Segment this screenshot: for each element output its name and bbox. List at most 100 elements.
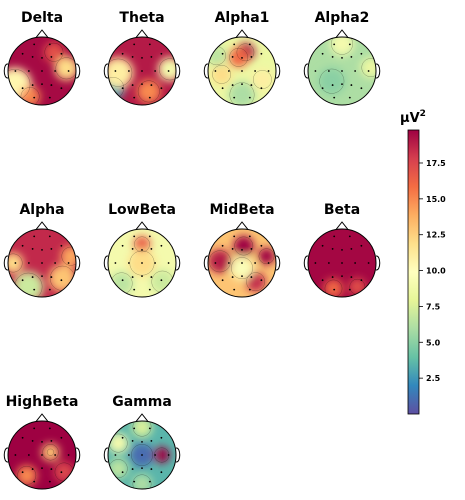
topomap-power-region	[60, 246, 76, 267]
electrode-marker	[54, 262, 57, 264]
electrode-marker	[31, 56, 34, 58]
electrode-marker	[133, 427, 136, 430]
electrode-marker	[121, 244, 124, 247]
colorbar-tick-label: 15.0	[426, 195, 446, 204]
topomap-power-region	[16, 465, 37, 486]
left-ear-outline	[303, 255, 309, 271]
electrode-marker	[250, 56, 253, 58]
head-outline	[207, 228, 277, 298]
electrode-marker	[50, 84, 53, 86]
topomap-power-region	[43, 42, 65, 63]
electrode-marker	[133, 96, 136, 99]
topomap-contour	[246, 272, 266, 292]
topomap-title: Alpha1	[215, 10, 270, 26]
electrode-marker	[321, 52, 324, 55]
electrode-marker	[141, 275, 143, 278]
electrode-marker	[360, 52, 363, 55]
electrode-marker	[321, 87, 324, 90]
topomap-contour	[229, 82, 255, 105]
electrode-marker	[133, 288, 136, 291]
left-ear-outline	[3, 447, 9, 463]
right-ear-outline	[75, 255, 81, 271]
topomap-title: Theta	[119, 10, 164, 26]
head-outline	[107, 36, 177, 106]
electrode-marker	[60, 279, 63, 282]
electrode-marker	[141, 56, 143, 59]
electrode-marker	[121, 52, 124, 55]
electrode-marker	[241, 56, 243, 59]
electrode-marker	[241, 83, 243, 86]
electrode-marker	[48, 96, 51, 99]
colorbar-tick-label: 10.0	[426, 267, 446, 276]
electrode-marker	[248, 43, 251, 46]
electrode-marker	[60, 52, 63, 55]
electrode-marker	[48, 235, 51, 238]
electrode-marker	[350, 248, 353, 250]
left-ear-outline	[103, 63, 109, 79]
electrode-marker	[33, 288, 36, 291]
head-outline	[7, 228, 77, 298]
electrode-marker	[141, 440, 143, 443]
topomap-theta: Theta	[103, 10, 181, 106]
electrode-marker	[54, 454, 57, 456]
electrode-marker	[60, 244, 63, 247]
topomap-contour	[137, 80, 160, 103]
electrode-marker	[141, 70, 143, 72]
colorbar-unit-label: µV2	[400, 109, 426, 126]
electrode-marker	[254, 262, 257, 264]
topomap-contour	[17, 465, 37, 485]
electrode-marker	[133, 235, 136, 238]
left-ear-outline	[3, 63, 9, 79]
electrode-marker	[360, 244, 363, 247]
electrode-marker	[33, 43, 36, 46]
topomap-contour	[132, 421, 152, 437]
topomap-contour	[55, 57, 76, 80]
electrode-marker	[41, 440, 43, 443]
electrode-marker	[267, 262, 270, 264]
left-ear-outline	[103, 447, 109, 463]
electrode-marker	[248, 235, 251, 238]
electrode-marker	[27, 70, 30, 72]
electrode-marker	[33, 480, 36, 483]
electrode-marker	[160, 436, 163, 439]
electrode-marker	[367, 262, 370, 264]
electrode-marker	[121, 471, 124, 474]
topomap-power-region	[131, 421, 153, 438]
head-outline	[107, 228, 177, 298]
topomap-title: LowBeta	[108, 202, 176, 218]
head-outline	[7, 420, 77, 490]
electrode-marker	[60, 87, 63, 90]
electrode-marker	[341, 262, 343, 264]
electrode-marker	[50, 468, 53, 470]
topomap-power-region	[108, 57, 134, 88]
electrode-marker	[141, 454, 143, 456]
topomap-power-region	[257, 247, 275, 265]
electrode-marker	[360, 279, 363, 282]
electrode-marker	[67, 262, 70, 264]
electrode-marker	[167, 454, 170, 456]
electrode-marker	[67, 454, 70, 456]
topomap-highbeta: HighBeta	[3, 394, 81, 490]
electrode-marker	[331, 276, 334, 278]
right-ear-outline	[175, 255, 181, 271]
electrode-marker	[160, 244, 163, 247]
electrode-marker	[260, 52, 263, 55]
electrode-marker	[21, 279, 24, 282]
topomap-title: Beta	[324, 202, 360, 218]
left-ear-outline	[303, 63, 309, 79]
electrode-marker	[341, 248, 343, 251]
electrode-marker	[227, 262, 230, 264]
electrode-marker	[114, 70, 117, 72]
electrode-marker	[133, 480, 136, 483]
topomap-power-region	[136, 79, 161, 104]
head-outline	[307, 36, 377, 106]
electrode-marker	[154, 262, 157, 264]
topomap-contour	[236, 43, 255, 62]
topomap-field	[308, 37, 376, 105]
colorbar-gradient	[407, 129, 420, 415]
electrode-marker	[127, 262, 130, 264]
topomap-gamma: Gamma	[103, 394, 181, 490]
electrode-marker	[327, 70, 330, 72]
electrode-marker	[133, 43, 136, 46]
electrode-marker	[150, 440, 153, 442]
